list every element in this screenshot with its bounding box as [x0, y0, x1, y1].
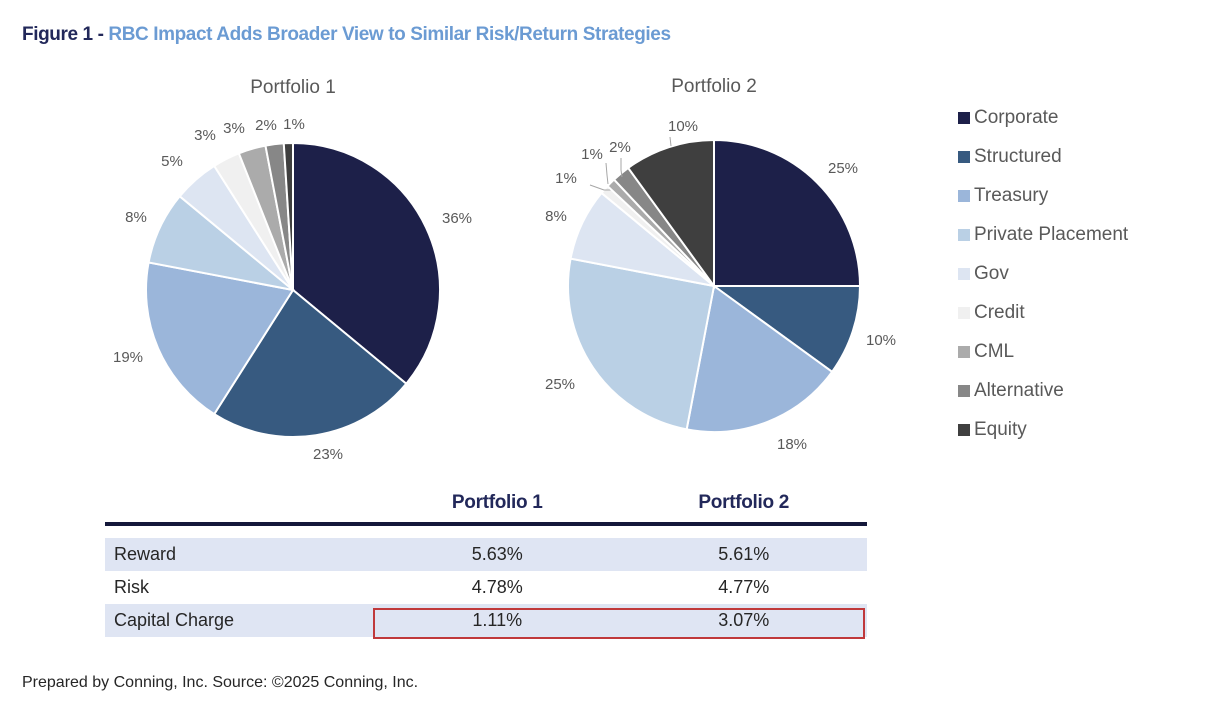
pie-title-portfolio-2: Portfolio 2	[671, 76, 757, 97]
pie-slice-treasury	[145, 261, 295, 416]
row-label: Reward	[105, 526, 374, 571]
source-footnote: Prepared by Conning, Inc. Source: ©2025 …	[22, 674, 419, 691]
cell-portfolio-2: 5.61%	[620, 526, 867, 571]
pie-data-label: 3%	[223, 120, 245, 137]
legend-label: Credit	[974, 301, 1025, 323]
legend-label: Private Placement	[974, 223, 1129, 245]
legend-swatch	[958, 150, 970, 163]
pie-data-label: 36%	[442, 210, 472, 227]
legend-item-treasury: Treasury	[958, 176, 1128, 215]
pie-data-label: 1%	[581, 146, 603, 163]
pie-slice-structured	[212, 288, 408, 438]
row-label: Capital Charge	[105, 604, 374, 637]
pie-data-label: 3%	[194, 127, 216, 144]
pie-data-label: 1%	[555, 170, 577, 187]
figure-title: Figure 1 - RBC Impact Adds Broader View …	[22, 24, 671, 46]
legend-swatch	[958, 267, 970, 280]
legend-item-equity: Equity	[958, 410, 1128, 449]
pie-data-label: 18%	[777, 436, 807, 453]
pie-slice-private-placement	[567, 257, 716, 431]
legend-item-structured: Structured	[958, 137, 1128, 176]
pie-title-portfolio-1: Portfolio 1	[250, 77, 336, 98]
pie-data-label: 25%	[828, 160, 858, 177]
legend-swatch	[958, 423, 970, 436]
table-header-blank	[105, 484, 374, 526]
legend-label: Treasury	[974, 184, 1049, 206]
legend: Corporate Structured Treasury Private Place…	[958, 98, 1128, 449]
figure-number: Figure 1 -	[22, 24, 109, 45]
pie-slice-structured	[710, 285, 862, 374]
legend-swatch	[958, 228, 970, 241]
legend-swatch	[958, 111, 970, 124]
legend-label: Alternative	[974, 379, 1064, 401]
leader-line	[620, 158, 623, 178]
table-row-risk: Risk 4.78% 4.77%	[105, 571, 867, 604]
cell-portfolio-1: 1.11%	[374, 604, 621, 637]
pie-slice-corporate	[292, 141, 441, 386]
table-header-portfolio-2: Portfolio 2	[620, 484, 867, 526]
pie-slice-treasury	[685, 284, 834, 433]
table-row-reward: Reward 5.63% 5.61%	[105, 526, 867, 571]
pie-data-label: 25%	[545, 376, 575, 393]
pie-charts: Portfolio 1 36% 23% 19% 8% 5% 3% 3% 2% 1% Portfo…	[113, 76, 896, 463]
legend-label: Structured	[974, 145, 1062, 167]
pie-data-label: 8%	[125, 209, 147, 226]
pie-data-label: 2%	[255, 117, 277, 134]
pie-slice-equity	[626, 138, 715, 290]
legend-item-credit: Credit	[958, 293, 1128, 332]
legend-swatch	[958, 189, 970, 202]
legend-label: Corporate	[974, 106, 1059, 128]
pie-slice-corporate	[713, 138, 862, 287]
pie-data-label: 5%	[161, 153, 183, 170]
pie-data-label: 2%	[609, 139, 631, 156]
row-label: Risk	[114, 577, 149, 597]
table-row-capital-charge: Capital Charge 1.11% 3.07%	[105, 604, 867, 637]
legend-item-alternative: Alternative	[958, 371, 1128, 410]
pie-slice-equity	[282, 141, 294, 291]
legend-item-private-placement: Private Placement	[958, 215, 1128, 254]
cell-portfolio-1: 4.78%	[471, 577, 523, 597]
pie-chart-portfolio-1: Portfolio 1 36% 23% 19% 8% 5% 3% 3% 2% 1%	[113, 77, 472, 463]
legend-swatch	[958, 306, 970, 319]
legend-swatch	[958, 345, 970, 358]
legend-label: Gov	[974, 262, 1009, 284]
legend-label: CML	[974, 340, 1015, 362]
figure-subtitle: RBC Impact Adds Broader View to Similar …	[108, 24, 671, 45]
cell-portfolio-2: 4.77%	[718, 577, 770, 597]
pie-chart-portfolio-2: Portfolio 2 25% 10% 18% 25% 8% 1%1% 2% 10%	[545, 76, 896, 453]
legend-item-cml: CML	[958, 332, 1128, 371]
cell-portfolio-2: 3.07%	[620, 604, 867, 637]
pie-data-label: 23%	[313, 446, 343, 463]
leader-line	[589, 184, 611, 191]
leader-line	[605, 162, 609, 185]
table-header-row: Portfolio 1 Portfolio 2	[105, 484, 867, 526]
legend-item-corporate: Corporate	[958, 98, 1128, 137]
table-header-portfolio-1: Portfolio 1	[374, 484, 621, 526]
metrics-table: Portfolio 1 Portfolio 2 Reward 5.63% 5.6…	[105, 484, 867, 637]
cell-portfolio-1: 5.63%	[374, 526, 621, 571]
legend-item-gov: Gov	[958, 254, 1128, 293]
leader-line	[669, 136, 672, 147]
pie-data-label: 1%	[283, 116, 305, 133]
legend-label: Equity	[974, 418, 1027, 440]
pie-data-label: 19%	[113, 349, 143, 366]
pie-data-label: 10%	[668, 118, 698, 135]
legend-swatch	[958, 384, 970, 397]
pie-data-label: 10%	[866, 332, 896, 349]
pie-data-label: 8%	[545, 208, 567, 225]
